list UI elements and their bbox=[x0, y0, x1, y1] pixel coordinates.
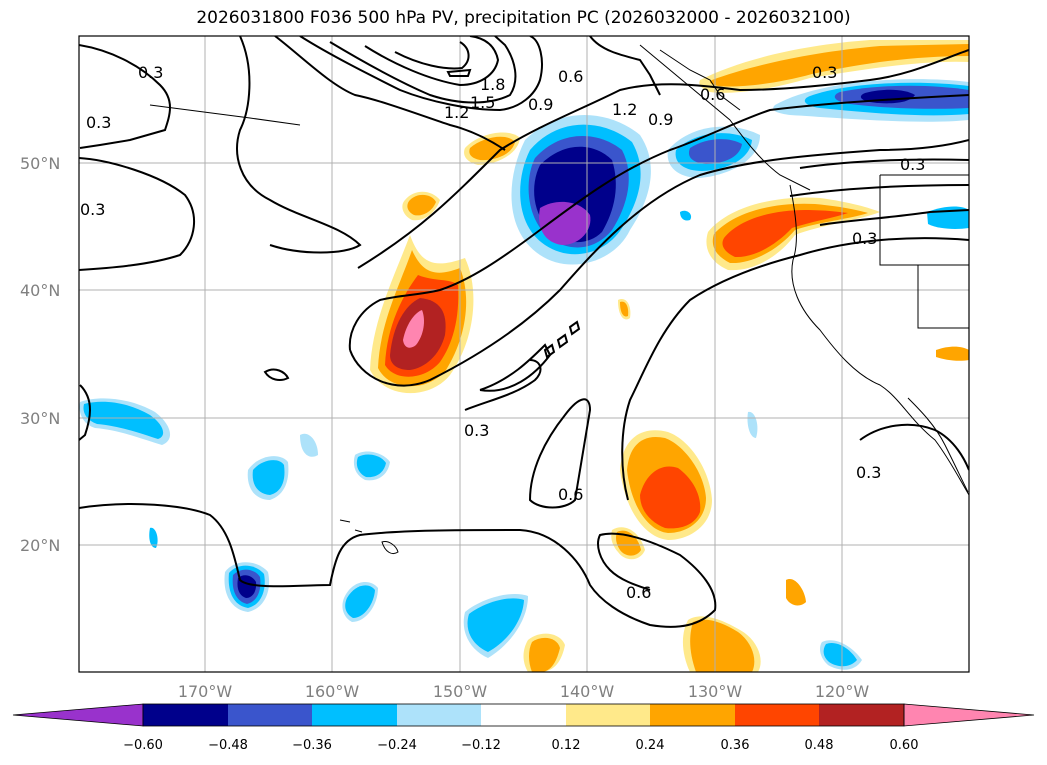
colorbar-bin bbox=[481, 704, 566, 726]
contour-label: 0.9 bbox=[648, 110, 673, 129]
colorbar-bin bbox=[312, 704, 397, 726]
contour-label: 0.3 bbox=[812, 63, 837, 82]
contour-label: 1.2 bbox=[444, 103, 469, 122]
lat-label-40n: 40°N bbox=[20, 281, 60, 300]
colorbar-bin bbox=[143, 704, 228, 726]
pv-contours bbox=[79, 36, 969, 628]
colorbar-bin bbox=[819, 704, 904, 726]
precip-positive-anomaly-central bbox=[370, 132, 520, 394]
colorbar-bin bbox=[735, 704, 819, 726]
contour-labels: 0.3 0.3 0.3 0.6 0.9 1.2 1.5 1.8 0.9 1.2 … bbox=[80, 63, 925, 602]
contour-label: 0.3 bbox=[80, 200, 105, 219]
contour-label: 0.3 bbox=[86, 113, 111, 132]
lat-label-20n: 20°N bbox=[20, 536, 60, 555]
lat-label-30n: 30°N bbox=[20, 409, 60, 428]
latitude-labels: 50°N 40°N 30°N 20°N bbox=[20, 154, 60, 555]
precip-negative-anomaly-south bbox=[79, 210, 862, 670]
colorbar-tick: −0.48 bbox=[208, 738, 248, 753]
precip-positive-anomaly-east bbox=[523, 40, 969, 672]
colorbar-tick: −0.60 bbox=[123, 738, 163, 753]
colorbar-bin bbox=[566, 704, 650, 726]
contour-label: 0.6 bbox=[558, 485, 583, 504]
lon-label-140w: 140°W bbox=[560, 682, 615, 701]
lon-label-130w: 130°W bbox=[688, 682, 743, 701]
colorbar-tick: −0.24 bbox=[377, 738, 417, 753]
lon-label-160w: 160°W bbox=[305, 682, 360, 701]
colorbar-tick: 0.48 bbox=[805, 738, 834, 753]
contour-label: 0.6 bbox=[626, 583, 651, 602]
colorbar-tick: 0.60 bbox=[890, 738, 919, 753]
lat-label-50n: 50°N bbox=[20, 154, 60, 173]
colorbar-extend-low bbox=[12, 703, 144, 727]
map-title: 2026031800 F036 500 hPa PV, precipitatio… bbox=[196, 8, 851, 28]
colorbar-bin bbox=[650, 704, 735, 726]
contour-label: 1.5 bbox=[470, 93, 495, 112]
colorbar-bin bbox=[228, 704, 312, 726]
colorbar-bin bbox=[397, 704, 481, 726]
contour-label: 1.8 bbox=[480, 75, 505, 94]
colorbar bbox=[12, 703, 1035, 727]
coastlines bbox=[149, 44, 969, 555]
colorbar-tick: −0.36 bbox=[292, 738, 332, 753]
contour-label: 0.3 bbox=[856, 463, 881, 482]
contour-label: 0.9 bbox=[528, 95, 553, 114]
contour-label: 1.2 bbox=[612, 100, 637, 119]
graticule bbox=[79, 36, 969, 672]
plot-frame bbox=[78, 35, 970, 673]
colorbar-tick: −0.12 bbox=[461, 738, 501, 753]
map-plot-area: 0.3 0.3 0.3 0.6 0.9 1.2 1.5 1.8 0.9 1.2 … bbox=[79, 36, 969, 672]
lon-label-120w: 120°W bbox=[815, 682, 870, 701]
contour-label: 0.3 bbox=[138, 63, 163, 82]
colorbar-tick-labels: −0.60 −0.48 −0.36 −0.24 −0.12 0.12 0.24 … bbox=[123, 738, 918, 753]
colorbar-tick: 0.12 bbox=[552, 738, 581, 753]
contour-label: 0.6 bbox=[558, 67, 583, 86]
lon-label-170w: 170°W bbox=[178, 682, 233, 701]
colorbar-tick: 0.36 bbox=[721, 738, 750, 753]
contour-label: 0.3 bbox=[464, 421, 489, 440]
colorbar-extend-high bbox=[903, 703, 1035, 727]
longitude-labels: 170°W 160°W 150°W 140°W 130°W 120°W bbox=[178, 682, 870, 701]
contour-label: 0.6 bbox=[700, 85, 725, 104]
contour-label: 0.3 bbox=[852, 229, 877, 248]
lon-label-150w: 150°W bbox=[433, 682, 488, 701]
colorbar-tick: 0.24 bbox=[636, 738, 665, 753]
contour-label: 0.3 bbox=[900, 155, 925, 174]
